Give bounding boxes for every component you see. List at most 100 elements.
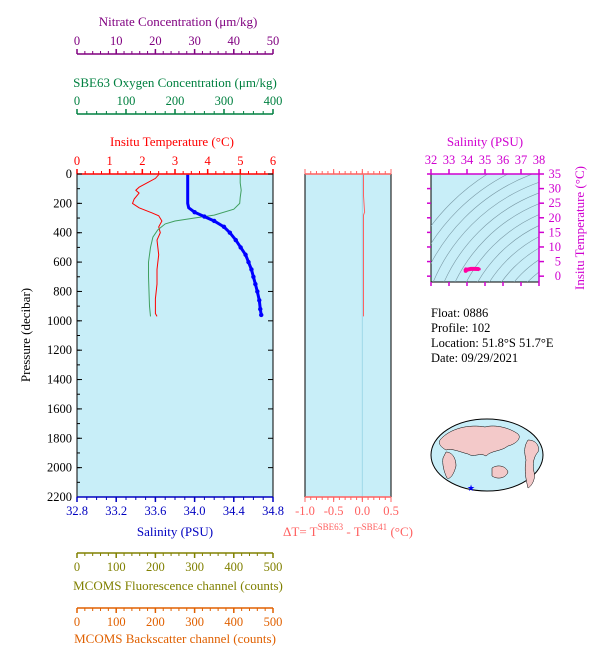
- ts-salinity-axis: Salinity (PSU) 32 33 34 35 36 37 38: [425, 134, 546, 286]
- salinity-axis-tick-label: 34.0: [184, 504, 206, 518]
- temperature-axis-tick-label: 5: [237, 154, 243, 168]
- temperature-axis-tick-label: 2: [139, 154, 145, 168]
- backscatter-axis: MCOMS Backscatter channel (counts) 0 100 2…: [74, 607, 283, 646]
- salinity-axis-tick-label: 32.8: [66, 504, 88, 518]
- temperature-axis-tick-label: 6: [270, 154, 276, 168]
- pressure-tick-label: 1800: [47, 431, 72, 445]
- map-land-asia: [439, 425, 520, 457]
- salinity-point: [202, 214, 207, 219]
- backscatter-axis-tick-label: 300: [185, 615, 204, 629]
- ts-density-contour: [539, 292, 609, 412]
- backscatter-axis-tick-label: 400: [224, 615, 243, 629]
- pressure-tick-label: 2000: [47, 461, 72, 475]
- nitrate-axis: Nitrate Concentration (μm/kg) 0 10 20 30 40 5…: [74, 14, 279, 55]
- salinity-axis-tick-label: 34.8: [262, 504, 284, 518]
- ts-temperature-tick-label: 0: [555, 269, 561, 283]
- pressure-axis-label: Pressure (decibar): [18, 288, 33, 382]
- ts-salinity-tick-label: 36: [497, 153, 510, 167]
- ts-temperature-tick-label: 25: [549, 196, 562, 210]
- nitrate-axis-tick-label: 10: [110, 34, 123, 48]
- temperature-axis: Insitu Temperature (°C) 0 1 2 3 4 5 6: [74, 134, 276, 175]
- date: Date: 09/29/2021: [431, 351, 518, 365]
- backscatter-axis-tick-label: 500: [264, 615, 283, 629]
- delta-t-tick-label: -1.0: [295, 504, 315, 518]
- map-land-australia: [491, 465, 509, 479]
- salinity-axis-tick-label: 33.2: [105, 504, 127, 518]
- delta-t-axis: ΔT= TSBE63 - TSBE41 (°C) -1.0 -0.5 0.0 0.5: [283, 169, 413, 539]
- temperature-axis-tick-label: 3: [172, 154, 178, 168]
- nitrate-axis-label: Nitrate Concentration (μm/kg): [99, 14, 258, 29]
- ts-temperature-axis-label: Insitu Temperature (°C): [572, 166, 587, 290]
- location: Location: 51.8°S 51.7°E: [431, 336, 554, 350]
- delta-t-plot-area: [304, 173, 392, 498]
- fluorescence-axis-tick-label: 100: [107, 560, 126, 574]
- salinity-axis-tick-label: 33.6: [144, 504, 166, 518]
- ts-point: [472, 267, 476, 271]
- nitrate-axis-tick-label: 20: [149, 34, 162, 48]
- ts-density-contour: [509, 262, 609, 442]
- ts-salinity-tick-label: 35: [479, 153, 492, 167]
- temperature-axis-tick-label: 1: [107, 154, 113, 168]
- ts-salinity-tick-label: 34: [461, 153, 474, 167]
- ts-salinity-tick-label: 33: [443, 153, 456, 167]
- oxygen-axis-label: SBE63 Oxygen Concentration (μm/kg): [73, 75, 277, 90]
- fluorescence-axis-tick-label: 0: [74, 560, 80, 574]
- pressure-tick-label: 1600: [47, 402, 72, 416]
- salinity-point: [255, 289, 260, 294]
- ts-salinity-tick-label: 32: [425, 153, 438, 167]
- world-map: ★: [430, 418, 544, 494]
- ts-temperature-tick-label: 20: [549, 211, 562, 225]
- salinity-axis-label: Salinity (PSU): [137, 524, 213, 539]
- backscatter-axis-tick-label: 0: [74, 615, 80, 629]
- salinity-axis-tick-label: 34.4: [223, 504, 246, 518]
- fluorescence-axis-tick-label: 500: [264, 560, 283, 574]
- oxygen-axis-tick-label: 300: [215, 94, 234, 108]
- temperature-series-line: [131, 174, 163, 317]
- fluorescence-axis-label: MCOMS Fluorescence channel (counts): [73, 578, 283, 593]
- backscatter-axis-tick-label: 100: [107, 615, 126, 629]
- delta-t-axis-label: ΔT= TSBE63 - TSBE41 (°C): [283, 522, 413, 539]
- salinity-point: [221, 224, 227, 230]
- oxygen-axis: SBE63 Oxygen Concentration (μm/kg) 0 100 2…: [73, 75, 283, 115]
- ts-temperature-tick-label: 10: [549, 240, 562, 254]
- ts-plot-area: [430, 173, 540, 283]
- pressure-tick-label: 0: [66, 167, 72, 181]
- salinity-point: [253, 281, 258, 287]
- delta-t-series-line: [363, 174, 366, 317]
- oxygen-series-line: [148, 174, 242, 317]
- salinity-point: [238, 245, 243, 250]
- pressure-tick-label: 1200: [47, 343, 72, 357]
- salinity-point: [192, 209, 197, 215]
- float-info: Float: 0886 Profile: 102 Location: 51.8°…: [431, 306, 554, 365]
- pressure-tick-label: 200: [53, 196, 72, 210]
- ts-temperature-tick-label: 30: [549, 182, 562, 196]
- salinity-axis: Salinity (PSU) 32.8 33.2 33.6 34.0 34.4 34.8: [66, 496, 284, 539]
- ts-salinity-axis-label: Salinity (PSU): [447, 134, 523, 149]
- oxygen-axis-tick-label: 200: [166, 94, 185, 108]
- oxygen-axis-tick-label: 400: [264, 94, 283, 108]
- ts-temperature-tick-label: 15: [549, 225, 562, 239]
- ts-temperature-tick-label: 5: [555, 255, 561, 269]
- backscatter-axis-label: MCOMS Backscatter channel (counts): [74, 631, 276, 646]
- ts-salinity-tick-label: 38: [533, 153, 546, 167]
- profile-number: Profile: 102: [431, 321, 490, 335]
- salinity-point: [246, 259, 251, 265]
- pressure-tick-label: 400: [53, 226, 72, 240]
- delta-t-tick-label: 0.5: [383, 504, 399, 518]
- ts-point: [477, 267, 481, 271]
- salinity-point: [257, 298, 262, 303]
- salinity-point: [212, 218, 217, 224]
- pressure-tick-label: 800: [53, 284, 72, 298]
- salinity-series-line: [186, 174, 263, 316]
- pressure-tick-label: 600: [53, 255, 72, 269]
- pressure-tick-label: 2200: [47, 490, 72, 504]
- ts-point: [465, 268, 469, 272]
- fluorescence-axis-tick-label: 200: [146, 560, 165, 574]
- float-location-marker-icon: ★: [467, 484, 475, 494]
- pressure-tick-label: 1400: [47, 373, 72, 387]
- ts-salinity-tick-label: 37: [515, 153, 528, 167]
- float-id: Float: 0886: [431, 306, 488, 320]
- salinity-point: [259, 312, 264, 318]
